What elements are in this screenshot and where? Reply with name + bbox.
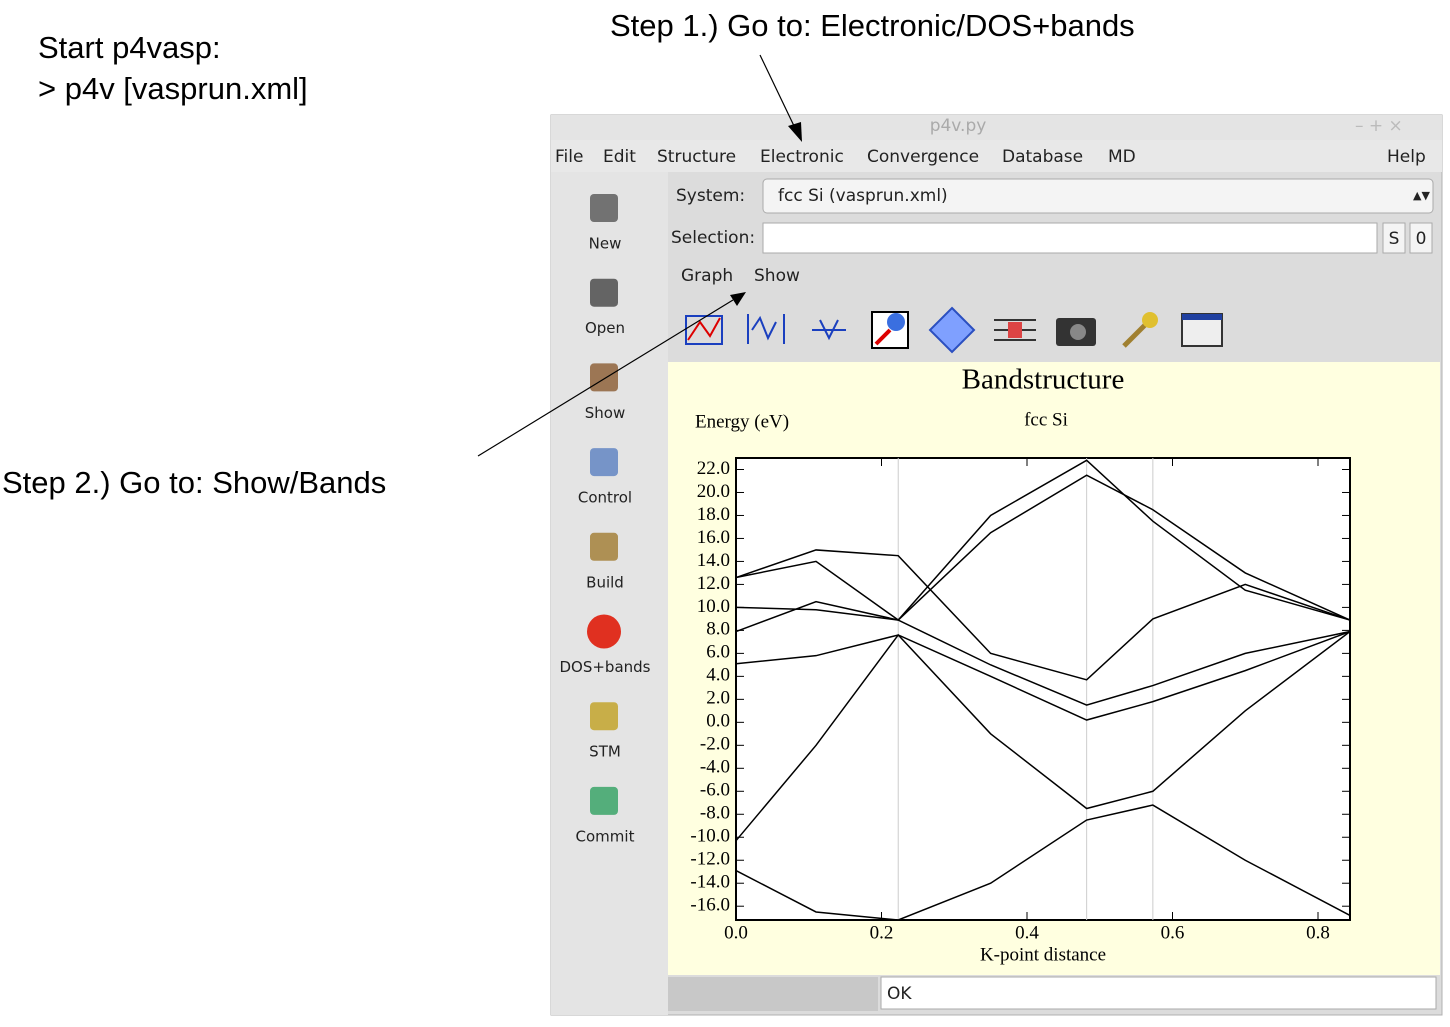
system-select[interactable] — [762, 178, 1434, 214]
menu-item[interactable]: Database — [1002, 147, 1083, 167]
y-tick-label: 18.0 — [697, 504, 730, 525]
band-line — [735, 630, 1351, 721]
tool-icon[interactable] — [590, 702, 618, 731]
annotation: > p4v [vasprun.xml] — [38, 71, 308, 106]
band-line — [735, 804, 1351, 921]
tool-label: Show — [585, 404, 625, 422]
window-controls[interactable]: – + × — [1355, 116, 1403, 136]
annotation: Step 1.) Go to: Electronic/DOS+bands — [610, 8, 1135, 43]
menu-item[interactable]: Graph — [681, 266, 733, 286]
selection-input[interactable] — [762, 222, 1378, 254]
arrowhead — [730, 292, 746, 306]
y-tick-label: 6.0 — [706, 642, 730, 663]
y-tick-label: -12.0 — [690, 849, 730, 870]
y-tick-label: -14.0 — [690, 872, 730, 893]
chart-title: Bandstructure — [962, 364, 1125, 396]
y-tick-label: 20.0 — [697, 481, 730, 502]
menu-item[interactable]: File — [555, 147, 583, 167]
y-tick-label: 8.0 — [706, 619, 730, 640]
tool-label: Control — [578, 489, 632, 507]
y-tick-label: -4.0 — [700, 757, 730, 778]
menu-bar — [551, 140, 1442, 172]
spinner[interactable]: ▲▼ — [1413, 189, 1430, 202]
status-field — [880, 976, 1437, 1010]
y-tick-label: 0.0 — [706, 711, 730, 732]
band-line — [735, 630, 1351, 842]
band-line — [735, 459, 1351, 622]
button-label: 0 — [1416, 229, 1427, 249]
y-tick-label: -10.0 — [690, 826, 730, 847]
band-line — [735, 600, 1351, 706]
y-tick-label: -16.0 — [690, 895, 730, 916]
menu-item[interactable]: Help — [1387, 147, 1426, 167]
tool-icon[interactable] — [590, 278, 618, 307]
menu-item[interactable]: Show — [754, 266, 800, 286]
x-tick-label: 0.6 — [1161, 922, 1185, 943]
tool-icon[interactable] — [928, 306, 976, 354]
y-tick-label: 14.0 — [697, 550, 730, 571]
button-label: S — [1389, 229, 1400, 249]
menu-item[interactable]: Edit — [603, 147, 636, 167]
tool-label: STM — [589, 743, 621, 761]
menu-item[interactable]: Electronic — [760, 147, 844, 167]
tool-icon[interactable] — [590, 448, 618, 477]
x-axis-label: K-point distance — [980, 944, 1106, 965]
annotation: Step 2.) Go to: Show/Bands — [2, 465, 386, 500]
label: Selection: — [671, 228, 755, 248]
y-tick-label: 2.0 — [706, 688, 730, 709]
y-tick-label: -2.0 — [700, 734, 730, 755]
status-progress — [668, 977, 878, 1011]
tool-label: Commit — [576, 827, 635, 845]
button[interactable] — [1382, 222, 1406, 254]
tool-icon[interactable] — [747, 314, 785, 344]
tool-label: Open — [585, 319, 625, 337]
x-tick-label: 0.4 — [1015, 922, 1039, 943]
y-tick-label: -6.0 — [700, 780, 730, 801]
tool-icon[interactable] — [812, 319, 846, 341]
tool-icon[interactable] — [590, 363, 618, 392]
graph-toolbar — [685, 306, 1223, 354]
y-tick-label: 4.0 — [706, 665, 730, 686]
window-title: p4v.py — [930, 116, 987, 136]
annotation: Start p4vasp: — [38, 30, 221, 65]
tool-icon[interactable] — [587, 614, 621, 649]
x-tick-label: 0.0 — [724, 922, 748, 943]
x-tick-label: 0.8 — [1306, 922, 1330, 943]
y-tick-label: 16.0 — [697, 527, 730, 548]
arrowhead — [788, 122, 802, 142]
plot-frame — [735, 457, 1351, 921]
tool-label: New — [589, 235, 622, 253]
y-axis-label: Energy (eV) — [695, 411, 789, 432]
y-tick-label: 22.0 — [697, 458, 730, 479]
band-line — [735, 474, 1351, 621]
tool-icon[interactable] — [590, 786, 618, 815]
tool-icon[interactable] — [590, 532, 618, 561]
tool-icon[interactable] — [685, 315, 723, 345]
side-toolbar — [551, 172, 668, 1015]
band-line — [735, 549, 1351, 681]
menu-item[interactable]: Convergence — [867, 147, 979, 167]
y-tick-label: 12.0 — [697, 573, 730, 594]
tool-label: Build — [586, 573, 624, 591]
menu-item[interactable]: MD — [1108, 147, 1136, 167]
menu-item[interactable]: Structure — [657, 147, 736, 167]
button[interactable] — [1409, 222, 1433, 254]
arrow — [759, 54, 796, 129]
title-bar — [551, 115, 1442, 140]
tool-icon[interactable] — [687, 317, 721, 341]
y-tick-label: 10.0 — [697, 596, 730, 617]
system-value: fcc Si (vasprun.xml) — [778, 186, 948, 206]
arrow — [477, 299, 734, 457]
y-tick-label: -8.0 — [700, 803, 730, 824]
chart-subtitle: fcc Si — [1024, 409, 1068, 430]
label: System: — [676, 186, 745, 206]
tool-icon[interactable] — [590, 194, 618, 222]
status-text: OK — [887, 984, 912, 1004]
tool-label: DOS+bands — [559, 658, 650, 676]
x-tick-label: 0.2 — [870, 922, 894, 943]
